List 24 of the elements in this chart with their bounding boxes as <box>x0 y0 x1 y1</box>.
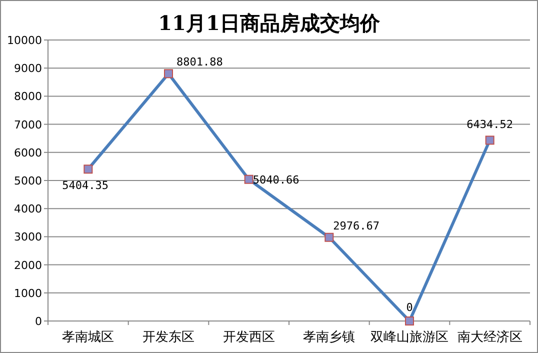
y-tick-label: 4000 <box>14 202 42 216</box>
x-tick-label: 孝南城区 <box>62 330 114 345</box>
x-tick-label: 南大经济区 <box>457 330 522 345</box>
data-label: 5404.35 <box>62 179 109 192</box>
y-tick-label: 3000 <box>14 230 42 244</box>
x-tick-label: 开发西区 <box>222 330 275 345</box>
y-tick-label: 1000 <box>14 286 42 300</box>
data-label: 8801.88 <box>176 56 223 69</box>
y-tick-label: 6000 <box>14 146 42 160</box>
y-tick-label: 2000 <box>14 258 42 272</box>
y-tick-label: 9000 <box>14 62 42 76</box>
data-label: 6434.52 <box>466 118 514 132</box>
y-tick-label: 7000 <box>14 118 42 132</box>
chart-title: 11月1日商品房成交均价 <box>158 11 381 35</box>
data-label: 5040.66 <box>252 173 300 186</box>
x-tick-label: 开发东区 <box>142 330 194 345</box>
x-tick-label: 孝南乡镇 <box>303 330 356 345</box>
y-tick-label: 0 <box>35 315 42 328</box>
y-tick-label: 5000 <box>14 174 42 188</box>
data-label: 2976.67 <box>333 219 380 232</box>
y-tick-label: 10000 <box>7 34 42 47</box>
y-tick-label: 8000 <box>14 90 42 104</box>
x-tick-label: 双峰山旅游区 <box>370 330 448 345</box>
data-label: 0 <box>406 301 413 314</box>
